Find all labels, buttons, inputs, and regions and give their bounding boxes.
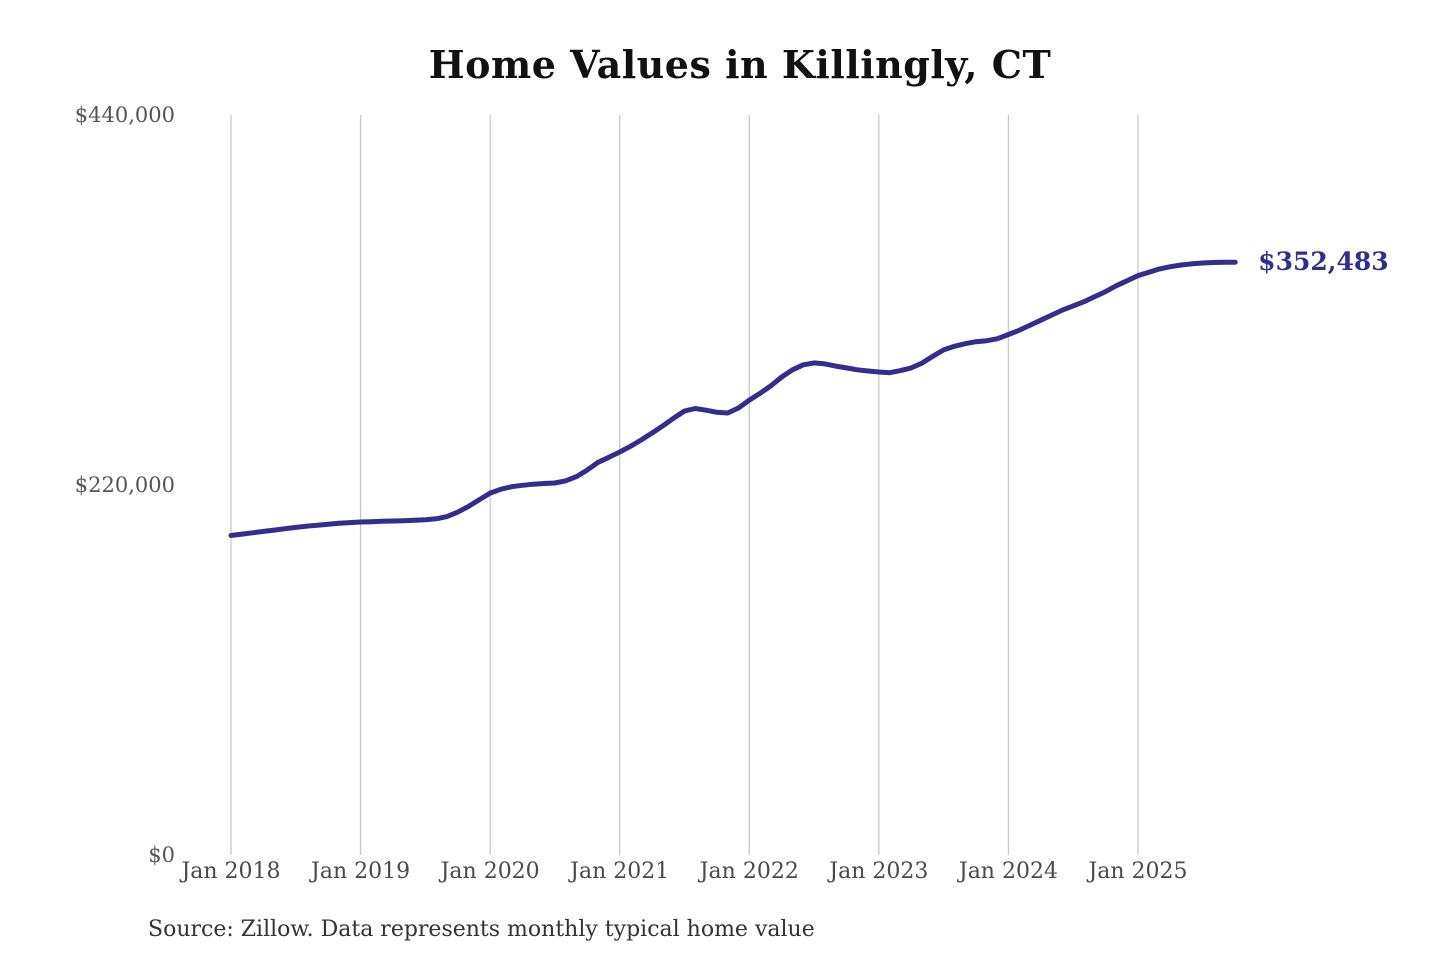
y-tick-label: $440,000	[74, 103, 175, 127]
y-tick-label: $220,000	[74, 473, 175, 497]
y-tick-label: $0	[148, 843, 175, 867]
current-value-label: $352,483	[1258, 247, 1389, 277]
x-tick-label: Jan 2020	[440, 859, 540, 884]
x-tick-label: Jan 2019	[311, 859, 411, 884]
x-tick-label: Jan 2021	[570, 859, 670, 884]
home-value-line	[228, 259, 1238, 538]
x-tick-label: Jan 2022	[699, 859, 799, 884]
source-note: Source: Zillow. Data represents monthly …	[148, 917, 815, 942]
x-tick-label: Jan 2025	[1088, 859, 1188, 884]
x-tick-label: Jan 2018	[181, 859, 281, 884]
x-tick-label: Jan 2024	[958, 859, 1058, 884]
chart-title: Home Values in Killingly, CT	[428, 42, 1052, 87]
x-tick-label: Jan 2023	[829, 859, 929, 884]
